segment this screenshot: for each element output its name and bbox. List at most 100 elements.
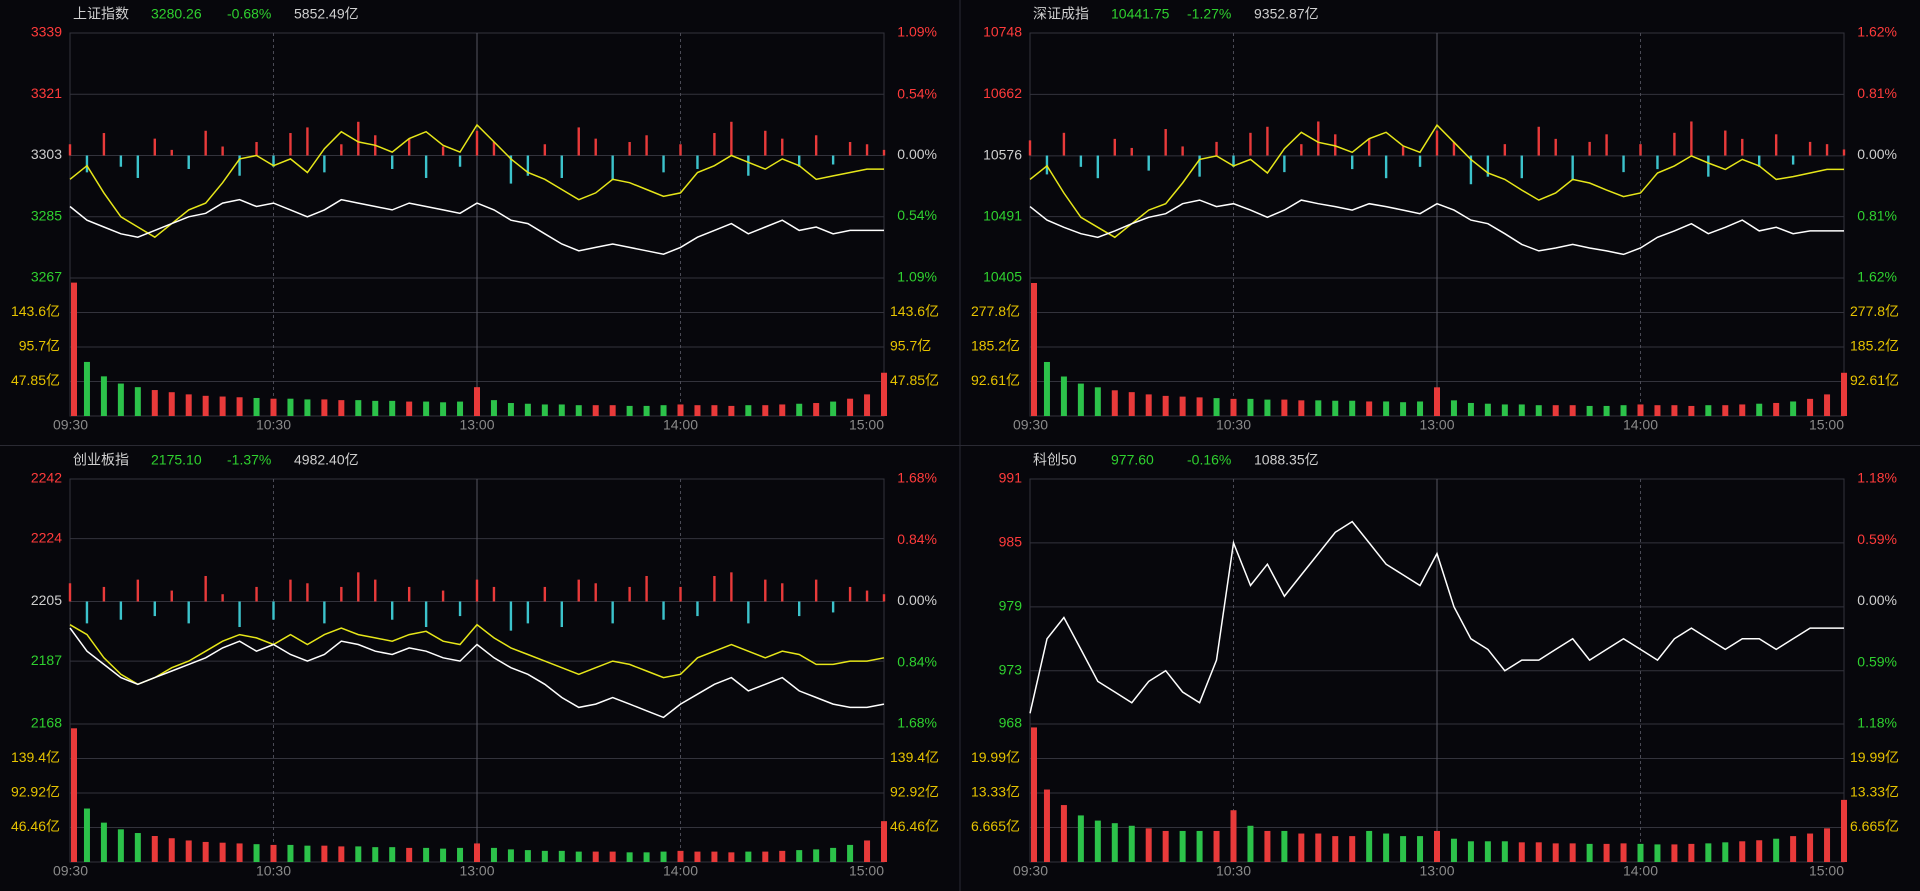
volume-bar <box>813 849 820 862</box>
breadth-bar <box>1300 144 1303 156</box>
volume-bar <box>134 387 141 416</box>
volume-bar <box>372 400 379 416</box>
breadth-bar <box>882 149 886 156</box>
volume-bar <box>457 847 464 862</box>
breadth-bar <box>628 586 631 602</box>
y-tick-label: 3303 <box>31 146 62 162</box>
volume-bar <box>541 404 548 416</box>
index-name: 上证指数 <box>73 6 129 22</box>
volume-bar <box>389 400 396 416</box>
price-line <box>69 198 884 255</box>
breadth-bar <box>306 127 309 156</box>
x-tick-label: 13:00 <box>1419 417 1454 433</box>
volume-bar <box>1654 405 1661 416</box>
breadth-bar <box>1588 141 1591 156</box>
y2-tick-label: 0.00% <box>1857 146 1897 162</box>
breadth-bar <box>238 155 241 176</box>
breadth-bar <box>204 575 207 602</box>
volume-bar <box>558 404 565 416</box>
volume-bar <box>270 844 277 862</box>
index-panel: 创业板指 2175.10 -1.37% 4982.40亿 2168 2187 2205 222… <box>11 452 939 879</box>
breadth-bar <box>289 579 292 602</box>
breadth-bar <box>85 155 89 173</box>
breadth-bar <box>1758 155 1761 167</box>
breadth-bar <box>713 133 716 156</box>
breadth-bar <box>407 138 411 156</box>
volume-bar <box>1060 805 1067 862</box>
breadth-bar <box>679 144 682 156</box>
x-tick-label: 10:30 <box>1216 417 1251 433</box>
x-tick-label: 15:00 <box>1809 863 1844 879</box>
volume-bar <box>1400 402 1407 416</box>
breadth-bar <box>594 583 597 602</box>
breadth-bar <box>662 155 665 173</box>
breadth-bar <box>136 579 140 602</box>
breadth-bar <box>1469 155 1473 185</box>
volume-bar <box>1179 830 1186 862</box>
breadth-bar <box>102 133 106 156</box>
breadth-bar <box>645 135 648 156</box>
volume-bar <box>1043 361 1050 416</box>
volume-bar <box>490 847 497 862</box>
y-tick-label: 2224 <box>31 529 62 545</box>
volume-bar <box>1671 844 1678 862</box>
breadth-bar <box>730 121 733 156</box>
volume-bar <box>1637 404 1644 416</box>
breadth-bar <box>102 586 106 602</box>
volume-bar <box>1603 843 1610 862</box>
volume-bar <box>168 392 175 416</box>
y2-tick-label: 0.59% <box>1857 531 1897 547</box>
volume-bar <box>1383 833 1390 862</box>
y-tick-label: 2168 <box>31 715 62 731</box>
volume-bar <box>1031 282 1037 416</box>
breadth-bar <box>713 575 716 602</box>
y2-tick-label: 0.84% <box>897 653 937 669</box>
volume-bar <box>524 403 531 416</box>
breadth-bar <box>764 130 767 156</box>
breadth-bar <box>747 155 750 176</box>
volume-bar <box>1824 394 1831 416</box>
index-panel: 上证指数 3280.26 -0.68% 5852.49亿 3267 3285 3303 332… <box>11 6 939 433</box>
volume-bar <box>1366 401 1373 416</box>
volume-bar <box>253 397 260 416</box>
price-line <box>69 627 885 719</box>
breadth-bar <box>865 590 869 602</box>
breadth-bar <box>221 146 224 156</box>
volume-bar <box>389 847 396 862</box>
volume-bar <box>1264 399 1271 416</box>
breadth-bar <box>814 579 818 602</box>
breadth-bar <box>68 583 72 602</box>
volume-tick-label: 47.85亿 <box>890 372 939 388</box>
volume-bar <box>440 848 447 862</box>
volume-bar <box>1128 825 1135 862</box>
breadth-bar <box>357 572 360 602</box>
volume-bar <box>236 397 243 416</box>
breadth-bar <box>1384 155 1388 179</box>
volume-bar <box>1586 405 1593 416</box>
volume-bar <box>575 851 582 862</box>
y2-tick-label: 1.62% <box>1857 269 1897 285</box>
volume-tick-label: 143.6亿 <box>11 303 60 319</box>
breadth-bar <box>1639 144 1642 156</box>
breadth-bar <box>458 601 462 617</box>
volume-tick-label: 46.46亿 <box>11 818 60 834</box>
volume-bar <box>626 405 633 416</box>
volume-bar <box>796 850 803 862</box>
index-turnover: 9352.87亿 <box>1254 6 1319 22</box>
volume-bar <box>1434 830 1440 862</box>
volume-bar <box>1281 830 1288 862</box>
volume-bar <box>762 405 769 416</box>
volume-bar <box>1552 405 1559 416</box>
breadth-bar <box>136 155 140 178</box>
volume-bar <box>1603 405 1610 416</box>
volume-tick-label: 95.7亿 <box>19 338 60 354</box>
volume-bar <box>626 852 633 862</box>
volume-bar <box>355 400 362 416</box>
y-tick-label: 10662 <box>983 85 1022 101</box>
volume-bar <box>1145 394 1152 416</box>
volume-tick-label: 277.8亿 <box>1850 303 1899 319</box>
index-turnover: 5852.49亿 <box>294 6 359 22</box>
volume-tick-label: 95.7亿 <box>890 338 931 354</box>
volume-bar <box>575 405 582 416</box>
breadth-bar <box>848 142 852 156</box>
